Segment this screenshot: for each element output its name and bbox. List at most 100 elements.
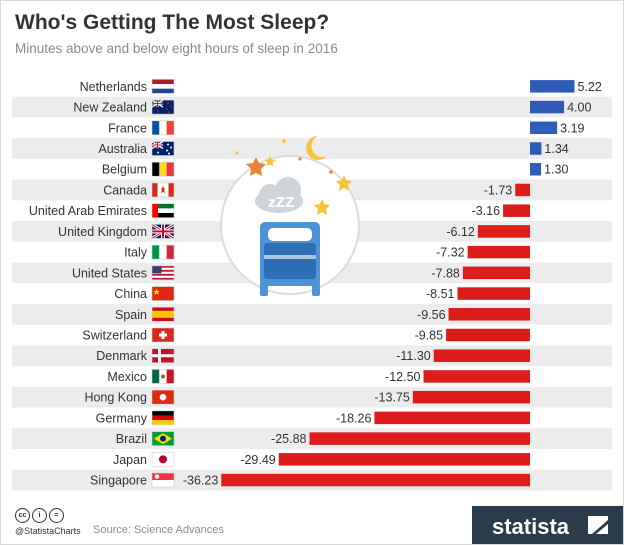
- flag-ch-icon: [151, 327, 175, 343]
- category-label: Spain: [115, 308, 147, 322]
- attribution-icon: i: [32, 508, 47, 523]
- flag-gb-icon: [151, 223, 175, 240]
- bar: [412, 390, 530, 404]
- value-label: -11.30: [396, 349, 431, 363]
- category-label: Germany: [96, 411, 148, 425]
- bar: [448, 308, 530, 321]
- bar: [309, 432, 530, 445]
- flag-cn-icon: [151, 286, 175, 301]
- bar: [530, 121, 558, 135]
- flag-jp-icon: [151, 452, 175, 467]
- creative-commons-icon: cc: [15, 508, 30, 523]
- brand-name: statista: [492, 514, 570, 539]
- bar: [530, 162, 542, 176]
- bar: [446, 328, 530, 342]
- flag-de-icon: [151, 410, 175, 426]
- value-label: -9.85: [415, 329, 444, 343]
- flag-it-icon: [151, 244, 175, 260]
- flag-ca-icon: [151, 182, 175, 198]
- bar: [423, 370, 530, 383]
- star-icon: [314, 199, 330, 215]
- value-label: -29.49: [240, 453, 275, 467]
- category-label: Switzerland: [82, 329, 147, 343]
- star-icon: [264, 156, 276, 167]
- star-icon: [336, 175, 352, 191]
- value-label: -7.88: [431, 266, 460, 280]
- flag-nz-icon: [151, 99, 175, 115]
- bar: [462, 266, 530, 280]
- category-label: Brazil: [116, 432, 147, 446]
- value-label: -12.50: [385, 370, 420, 384]
- flag-br-icon: [151, 431, 175, 446]
- category-label: Italy: [124, 246, 148, 260]
- sleep-illustration-icon: zZZ: [220, 136, 360, 296]
- category-label: Netherlands: [80, 80, 147, 94]
- flag-be-icon: [151, 161, 175, 177]
- value-label: -3.16: [472, 204, 501, 218]
- flag-au-icon: [151, 140, 175, 156]
- bar: [433, 349, 530, 362]
- category-label: Singapore: [90, 474, 147, 488]
- license-icons: cc i =: [15, 508, 64, 523]
- category-label: Japan: [113, 453, 147, 467]
- flag-us-icon: [151, 265, 175, 281]
- bar: [477, 225, 530, 238]
- svg-text:zZZ: zZZ: [268, 196, 294, 211]
- chart-title: Who's Getting The Most Sleep?: [15, 11, 330, 34]
- category-label: United Kingdom: [58, 225, 147, 239]
- cloud-icon: zZZ: [255, 177, 303, 213]
- bar: [530, 80, 575, 93]
- value-label: 1.30: [544, 163, 568, 177]
- statista-logo-icon: [588, 516, 608, 534]
- value-label: -25.88: [271, 432, 306, 446]
- category-label: United Arab Emirates: [29, 204, 147, 218]
- flag-ae-icon: [151, 203, 175, 218]
- category-label: China: [114, 287, 147, 301]
- value-label: 5.22: [577, 80, 601, 94]
- category-label: Australia: [98, 142, 147, 156]
- flag-hk-icon: [151, 389, 175, 405]
- moon-icon: [306, 136, 327, 160]
- value-label: 1.34: [544, 142, 568, 156]
- source-note: Source: Science Advances: [93, 524, 224, 536]
- bar: [221, 473, 530, 487]
- bar: [467, 245, 530, 259]
- value-label: -13.75: [374, 391, 409, 405]
- statista-brand[interactable]: statista: [472, 506, 623, 544]
- bar: [503, 204, 530, 217]
- flag-sg-icon: [151, 472, 175, 488]
- category-label: New Zealand: [73, 101, 147, 115]
- value-label: -1.73: [484, 183, 513, 197]
- bed-icon: [260, 222, 320, 296]
- value-label: 3.19: [560, 121, 584, 135]
- flag-mx-icon: [151, 369, 175, 384]
- bar: [515, 183, 530, 197]
- flag-es-icon: [151, 306, 175, 322]
- bar: [374, 411, 530, 425]
- category-label: Denmark: [96, 349, 147, 363]
- value-label: 4.00: [567, 101, 591, 115]
- category-label: Hong Kong: [84, 391, 147, 405]
- category-label: Belgium: [102, 163, 147, 177]
- bar: [530, 142, 542, 155]
- value-label: -7.32: [436, 246, 465, 260]
- value-label: -8.51: [426, 287, 455, 301]
- no-derivatives-icon: =: [49, 508, 64, 523]
- chart-subtitle: Minutes above and below eight hours of s…: [15, 41, 338, 56]
- flag-dk-icon: [151, 348, 175, 364]
- value-label: -9.56: [417, 308, 446, 322]
- category-label: France: [108, 121, 147, 135]
- flag-nl-icon: [151, 79, 175, 94]
- category-label: United States: [72, 266, 147, 280]
- star-icon: [246, 157, 266, 176]
- social-handle[interactable]: @StatistaCharts: [15, 526, 81, 536]
- bar: [278, 453, 530, 466]
- category-label: Canada: [103, 183, 147, 197]
- bar: [530, 100, 565, 114]
- flag-fr-icon: [151, 120, 175, 136]
- bar: [457, 287, 530, 300]
- category-label: Mexico: [107, 370, 147, 384]
- bars-layer: Netherlands 5.22 New Zealand 4.00 France 3.19…: [29, 79, 602, 488]
- value-label: -18.26: [336, 411, 371, 425]
